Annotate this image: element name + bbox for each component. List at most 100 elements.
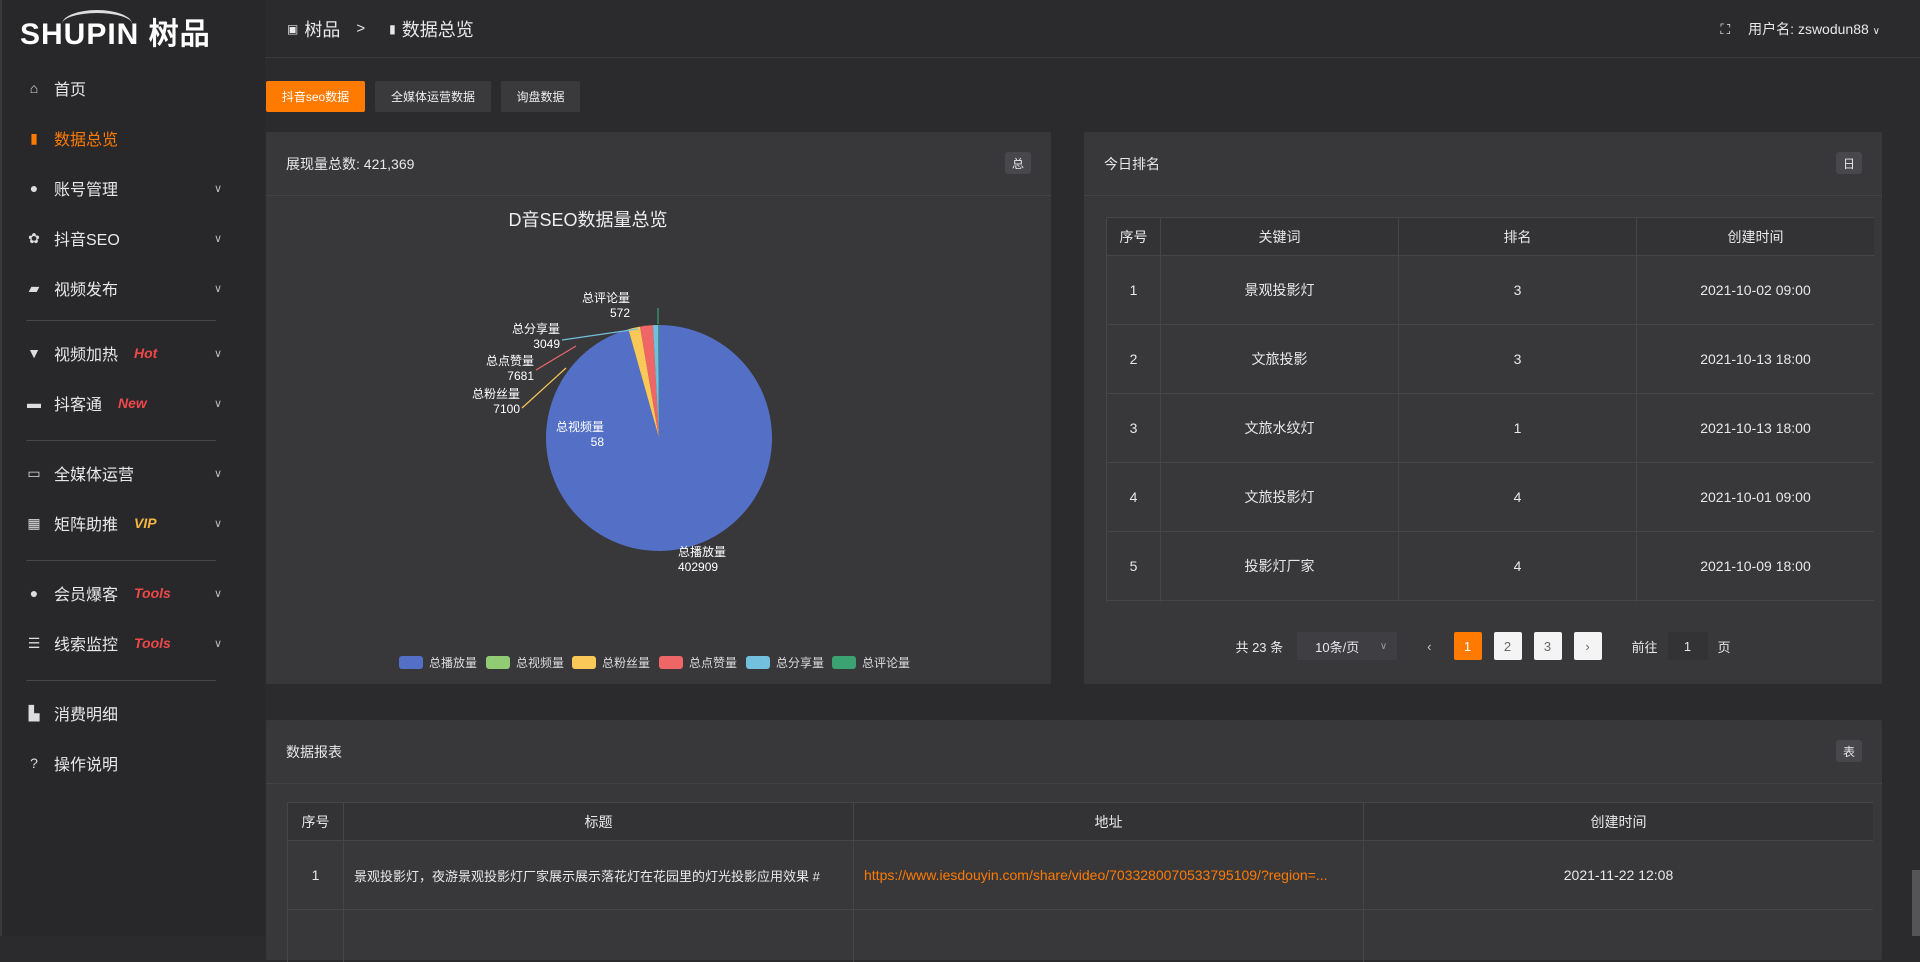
breadcrumb-current: 数据总览 [401,19,474,40]
sidebar-item-7[interactable]: ▭ 全媒体运营 ∨ [2,451,267,495]
desktop-icon: ▭ [27,464,41,481]
sidebar-item-6[interactable]: ▬ 抖客通 New ∨ [2,381,267,425]
cell: 2021-10-02 09:00 [1636,255,1874,325]
slice-label: 总播放量 [678,544,726,559]
fullscreen-icon[interactable]: ⛶ [1720,20,1731,37]
pie-slice[interactable] [652,325,659,438]
chat-icon: ▬ [27,395,41,411]
legend-swatch[interactable] [746,656,770,669]
cell: 2021-10-01 09:00 [1636,462,1874,532]
legend-label[interactable]: 总视频量 [516,655,564,670]
pie-slice[interactable] [628,326,659,438]
cell: 2 [1106,324,1161,394]
divider [26,680,216,681]
sidebar-badge: Tools [134,585,171,601]
sidebar-item-label: 数据总览 [54,132,119,149]
home-icon: ⌂ [29,80,39,96]
divider [26,560,216,561]
row-created: 2021-11-22 12:08 [1363,840,1873,910]
sidebar-item-3[interactable]: ✿ 抖音SEO ∨ [2,216,267,260]
slice-value: 3049 [533,337,560,351]
page-size-select[interactable]: 10条/页 ∨ [1297,632,1398,660]
sidebar-item-label: 抖客通 [54,397,103,414]
col-header: 创建时间 [1363,802,1873,841]
overview-title: 展现量总数: 421,369 [286,155,415,172]
slice-label: 总分享量 [512,321,560,336]
ranking-table: 序号 关键词 排名 创建时间 1 景观投影灯 3 2021-10-02 09:00 2 文旅投影 3… [1106,217,1874,602]
cell: 文旅投影灯 [1160,462,1399,532]
breadcrumb-home[interactable]: 树品 [304,19,341,40]
chevron-down-icon: ∨ [1379,640,1388,652]
pie-slice[interactable] [640,325,659,438]
total-tag-button[interactable]: 总 [1005,152,1031,174]
prev-page-button[interactable]: ‹ [1427,638,1432,654]
tab-douyin-seo[interactable]: 抖音seo数据 [266,81,365,112]
sidebar-item-label: 抖音SEO [54,232,120,249]
pie-slice[interactable] [628,329,659,438]
label-line [667,541,675,551]
chart-icon: ▣ [287,21,299,36]
sidebar-item-1[interactable]: ▮ 数据总览 [2,116,267,160]
chart-title: D音SEO数据量总览 [508,210,667,230]
bar-chart-icon: ▮ [30,129,38,146]
sidebar-item-label: 账号管理 [54,182,119,199]
user-menu[interactable]: 用户名: zswodun88 ∨ [1748,19,1880,39]
tab-all-media[interactable]: 全媒体运营数据 [375,81,491,112]
wallet-icon: ▙ [28,704,40,721]
goto-page-input[interactable]: 1 [1667,632,1708,660]
monitor-icon: ▼ [27,345,41,361]
ranking-card: 今日排名日 序号 关键词 排名 创建时间 1 景观投影灯 3 2021-10-02 09:00… [1084,132,1882,684]
chevron-down-icon: ∨ [214,587,223,600]
sidebar-item-0[interactable]: ⌂ 首页 [2,66,267,110]
sidebar-item-10[interactable]: ☰ 线索监控 Tools ∨ [2,621,267,665]
cell: 1 [1398,393,1637,463]
row-url-link[interactable]: https://www.iesdouyin.com/share/video/70… [853,840,1364,910]
sidebar-item-12[interactable]: ? 操作说明 [2,741,267,785]
sidebar-item-2[interactable]: ● 账号管理 ∨ [2,166,267,210]
chevron-down-icon: ∨ [214,397,223,410]
chevron-down-icon: ∨ [214,467,223,480]
sidebar-item-8[interactable]: ▦ 矩阵助推 VIP ∨ [2,501,267,545]
chevron-down-icon: ∨ [1872,26,1880,37]
day-tag-button[interactable]: 日 [1836,152,1862,174]
legend-label[interactable]: 总粉丝量 [602,656,650,670]
camera-icon: ▰ [28,279,40,296]
label-line [521,367,567,409]
logo: SHUPIN 树品 [20,10,211,52]
slice-label: 总视频量 [556,419,604,434]
report-card: 数据报表 表 序号 标题 地址 创建时间 1 景观投影灯，夜游景观投影灯厂家展示展示落花… [266,720,1882,962]
legend-swatch[interactable] [486,656,510,669]
page-3[interactable]: 3 [1533,632,1562,660]
header: ▣ 树品 > ▮ 数据总览 ⛶ 用户名: zswodun88 ∨ [265,0,1920,58]
legend-label[interactable]: 总评论量 [862,656,910,670]
scrollbar[interactable] [1912,870,1920,936]
legend-swatch[interactable] [659,656,683,669]
cell: 2021-10-13 18:00 [1636,393,1874,463]
sidebar-item-9[interactable]: ● 会员爆客 Tools ∨ [2,571,267,615]
col-header: 地址 [853,802,1364,841]
legend-label[interactable]: 总点赞量 [689,656,737,670]
sidebar-item-4[interactable]: ▰ 视频发布 ∨ [2,266,267,310]
legend-label[interactable]: 总分享量 [776,655,824,670]
legend-swatch[interactable] [399,656,423,669]
slice-label: 总点赞量 [486,354,534,368]
sidebar-item-5[interactable]: ▼ 视频加热 Hot ∨ [2,331,267,375]
legend-label[interactable]: 总播放量 [429,655,477,670]
tab-inquiry[interactable]: 询盘数据 [501,81,580,112]
page-1[interactable]: 1 [1453,632,1482,660]
table-tag-button[interactable]: 表 [1836,740,1862,762]
label-line [561,328,639,341]
user-icon: ● [29,180,39,196]
sidebar-item-11[interactable]: ▙ 消费明细 [2,691,267,735]
chevron-down-icon: ∨ [214,182,223,195]
chevron-down-icon: ∨ [214,282,223,295]
page-2[interactable]: 2 [1493,632,1522,660]
next-page-button[interactable]: › [1573,632,1602,660]
table-row: 2 文旅投影 3 2021-10-13 18:00 [1106,324,1874,394]
chevron-down-icon: ∨ [214,347,223,360]
table-row: 3 文旅水纹灯 1 2021-10-13 18:00 [1106,393,1874,463]
chevron-down-icon: ∨ [214,637,223,650]
total-count: 共 23 条 [1235,639,1284,655]
legend-swatch[interactable] [832,656,856,669]
legend-swatch[interactable] [572,656,596,669]
